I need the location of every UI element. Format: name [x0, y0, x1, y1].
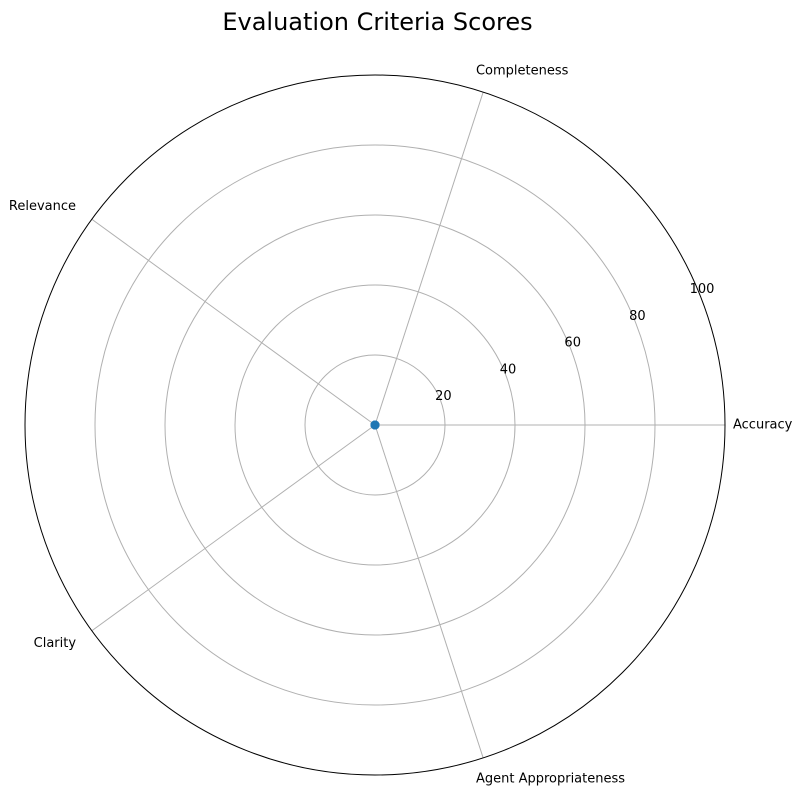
category-label: Clarity	[34, 636, 77, 651]
radial-tick-label: 100	[690, 282, 715, 297]
category-label: Agent Appropriateness	[476, 771, 625, 786]
polar-frame	[24, 74, 726, 776]
radial-tick-label: 80	[629, 309, 646, 324]
chart-title: Evaluation Criteria Scores	[222, 8, 533, 36]
angular-spokes	[91, 91, 725, 759]
category-label: Relevance	[9, 199, 76, 214]
radial-tick-label: 20	[435, 389, 452, 404]
category-labels: Accuracy Completeness Relevance Clarity Agen…	[9, 64, 793, 787]
spoke-line	[91, 218, 376, 426]
radial-tick-labels: 20 40 60 80 100	[435, 282, 714, 404]
spoke-line	[374, 91, 484, 426]
series-layer	[370, 420, 380, 430]
spoke-line	[374, 424, 484, 759]
spoke-line	[91, 424, 376, 632]
category-label: Accuracy	[733, 418, 793, 433]
radial-tick-label: 40	[500, 362, 517, 377]
category-label: Completeness	[476, 64, 569, 79]
radial-tick-label: 60	[564, 336, 581, 351]
data-point	[370, 420, 380, 430]
